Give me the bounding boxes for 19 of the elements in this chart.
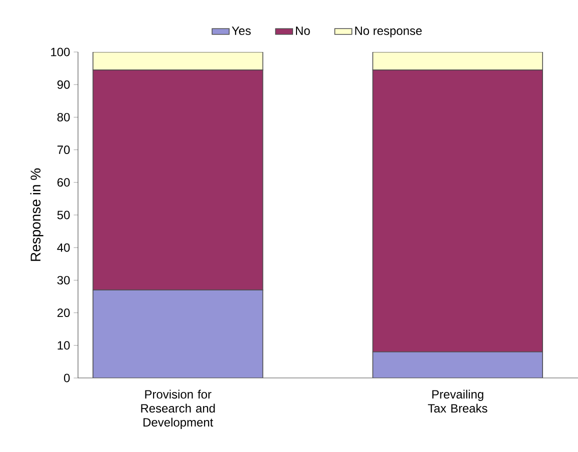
y-tick-label: 100 bbox=[51, 48, 70, 56]
y-axis-title: Response in % bbox=[30, 168, 44, 261]
x-tick-label: Prevailing Tax Breaks bbox=[428, 390, 488, 413]
y-tick-label: 0 bbox=[64, 374, 70, 382]
y-tick-label: 80 bbox=[57, 112, 70, 122]
legend-label: No bbox=[296, 26, 310, 35]
bar bbox=[372, 52, 543, 70]
legend-label: No response bbox=[355, 26, 422, 38]
bar bbox=[92, 52, 264, 70]
y-tick-label: 30 bbox=[57, 276, 70, 284]
y-tick-label: 10 bbox=[58, 341, 70, 350]
y-tick-label: 40 bbox=[57, 243, 70, 252]
legend-label: Yes bbox=[232, 26, 251, 35]
y-tick-label: 70 bbox=[57, 146, 70, 154]
y-tick-label: 90 bbox=[57, 80, 70, 89]
y-tick-label: 50 bbox=[57, 210, 70, 220]
x-tick-label: Provision for Research and Development bbox=[141, 390, 215, 429]
y-tick-label: 60 bbox=[57, 178, 70, 187]
y-tick-label: 20 bbox=[57, 308, 70, 318]
